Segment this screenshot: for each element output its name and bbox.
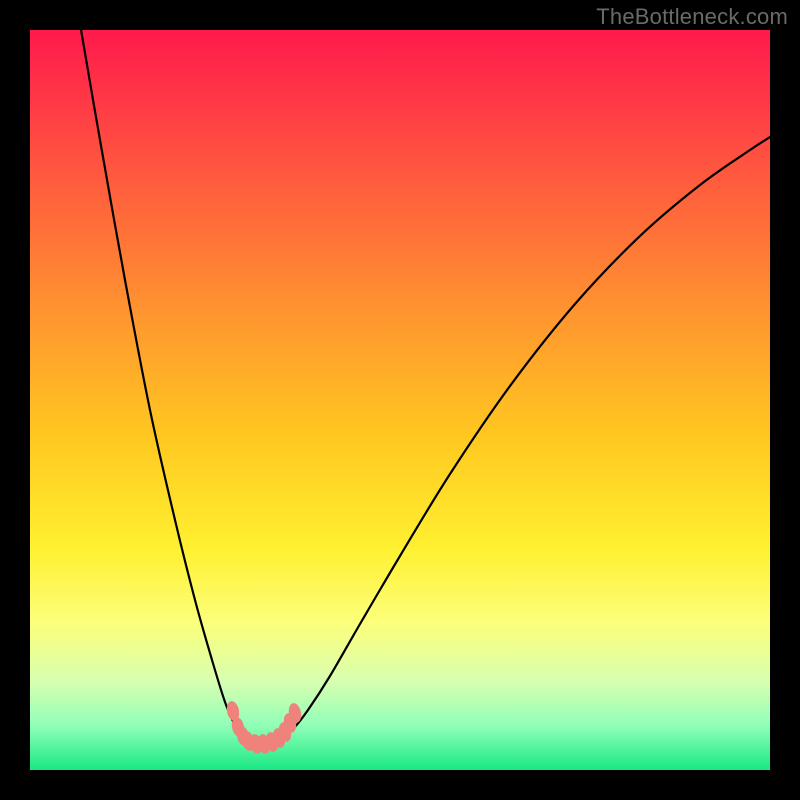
chart-frame: TheBottleneck.com <box>0 0 800 800</box>
plot-area <box>30 30 770 770</box>
chart-svg <box>30 30 770 770</box>
watermark-text: TheBottleneck.com <box>596 4 788 30</box>
chart-background <box>30 30 770 770</box>
